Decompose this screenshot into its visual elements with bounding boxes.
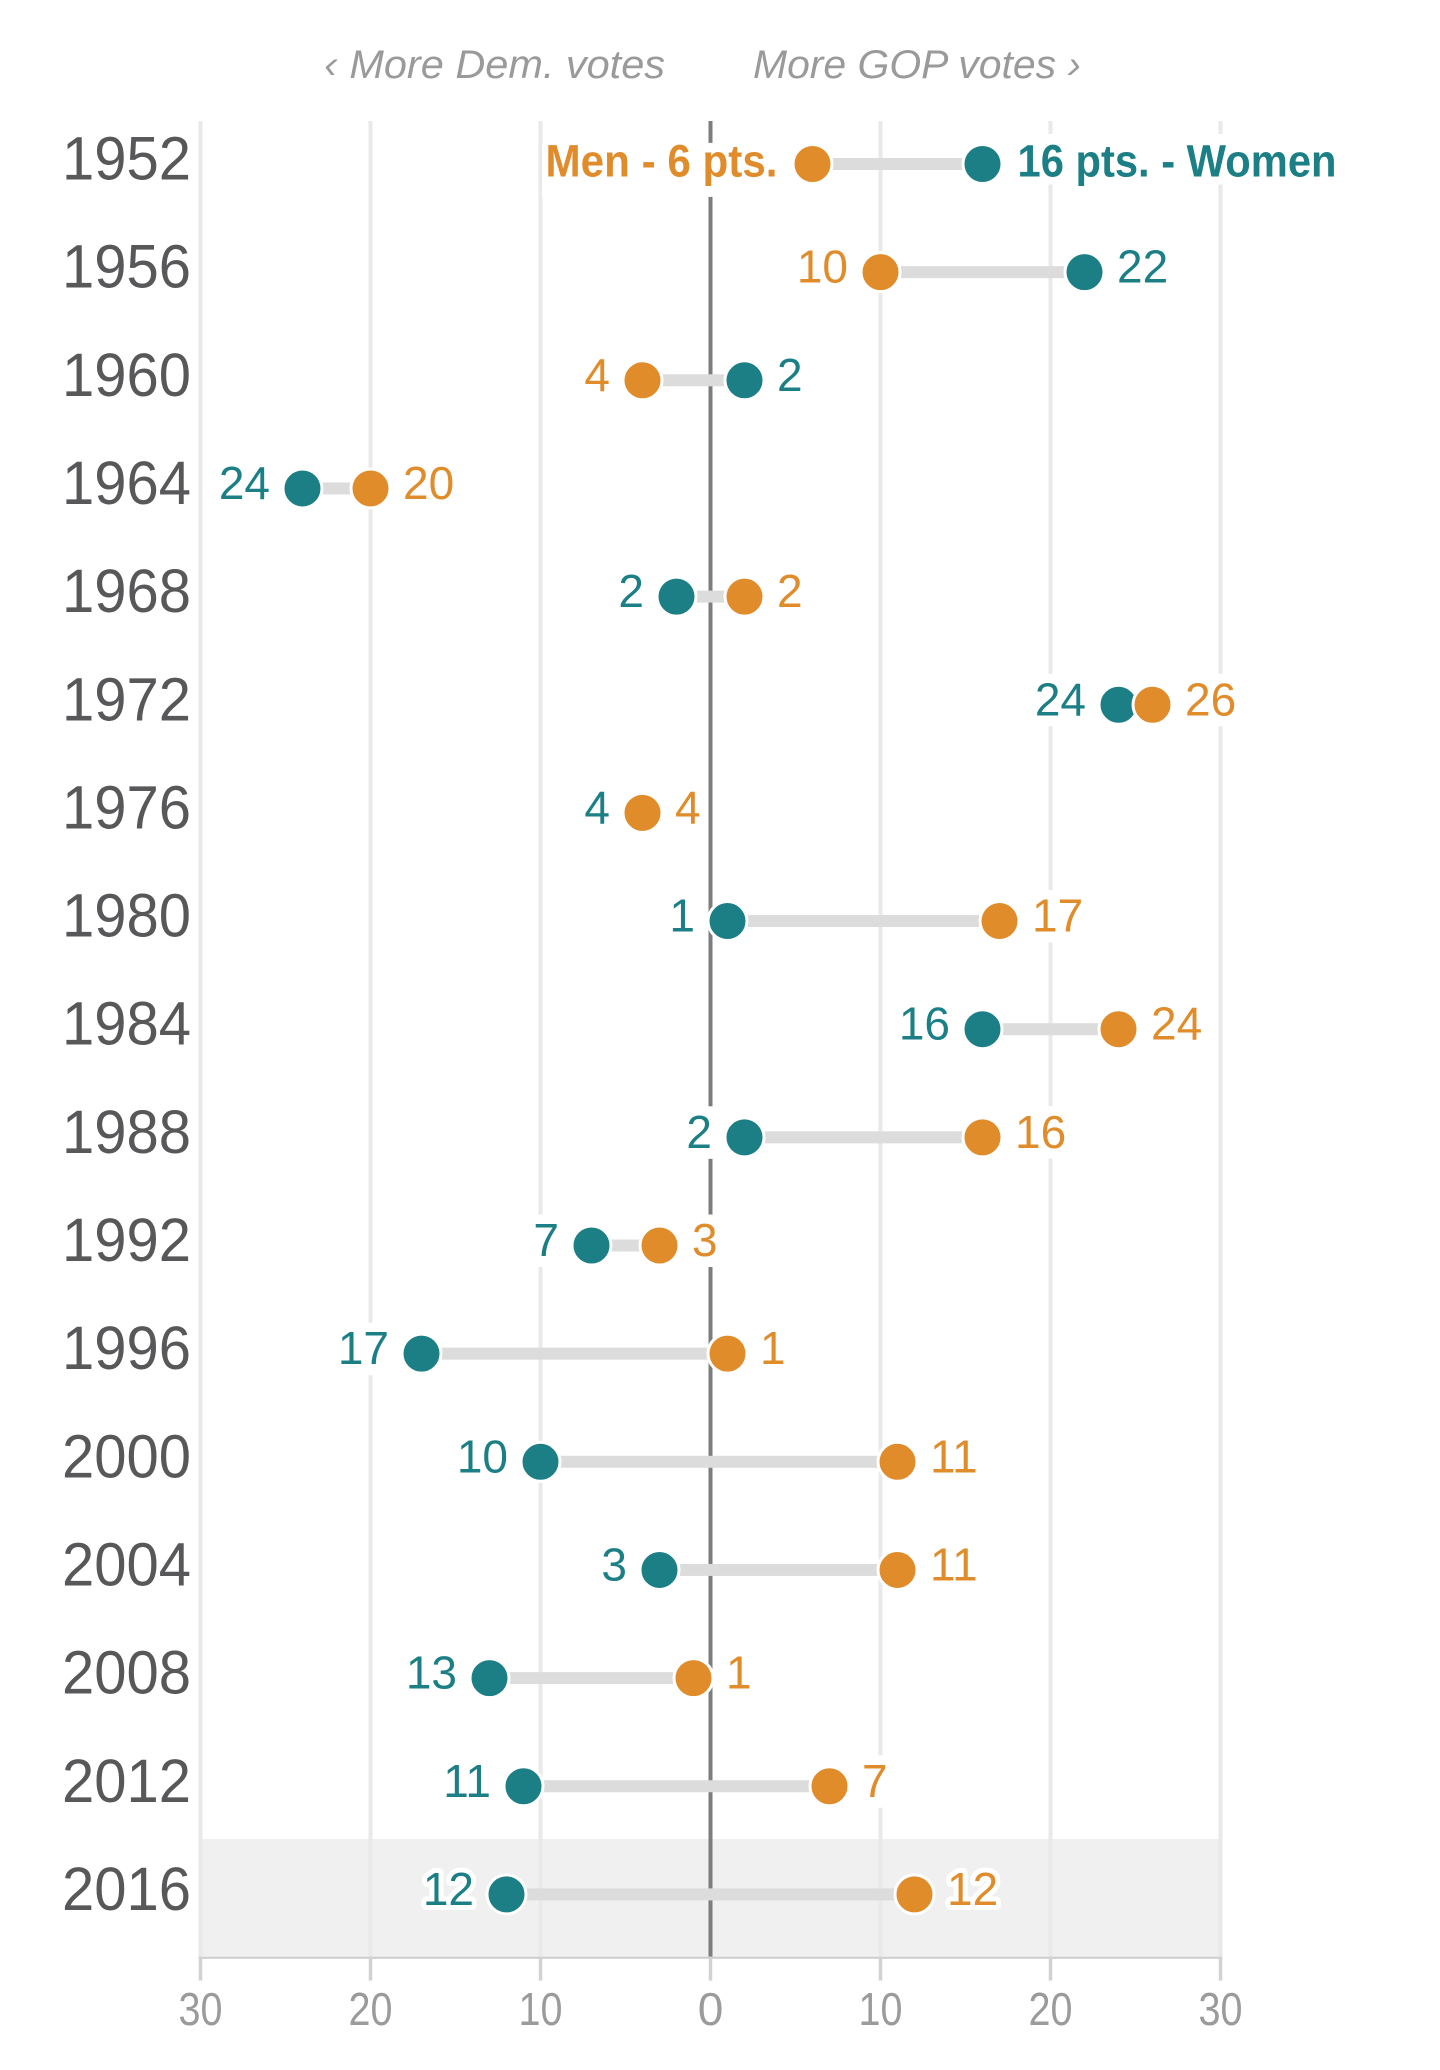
svg-text:1: 1 (760, 1322, 786, 1374)
svg-text:4: 4 (584, 349, 610, 401)
svg-text:12: 12 (423, 1863, 474, 1915)
svg-text:3: 3 (692, 1214, 718, 1266)
svg-text:1984: 1984 (62, 990, 191, 1058)
svg-text:2: 2 (777, 349, 803, 401)
svg-text:11: 11 (930, 1430, 978, 1482)
svg-text:2: 2 (686, 1106, 712, 1158)
svg-text:24: 24 (1151, 998, 1202, 1050)
svg-text:4: 4 (584, 781, 610, 833)
svg-text:26: 26 (1185, 673, 1236, 725)
svg-text:2008: 2008 (62, 1639, 191, 1707)
svg-text:1952: 1952 (62, 125, 191, 193)
svg-text:3: 3 (601, 1538, 627, 1590)
svg-text:Men - 6 pts.: Men - 6 pts. (546, 136, 778, 187)
svg-text:1956: 1956 (62, 233, 191, 301)
svg-text:2: 2 (777, 565, 803, 617)
svg-text:2012: 2012 (62, 1747, 191, 1815)
svg-text:1992: 1992 (62, 1206, 191, 1274)
svg-text:22: 22 (1117, 241, 1168, 293)
svg-text:30: 30 (179, 1983, 223, 2035)
svg-text:11: 11 (443, 1755, 491, 1807)
svg-text:1: 1 (726, 1647, 752, 1699)
svg-text:1980: 1980 (62, 882, 191, 950)
svg-text:7: 7 (862, 1755, 888, 1807)
svg-text:4: 4 (675, 781, 701, 833)
svg-text:10: 10 (797, 241, 848, 293)
svg-text:10: 10 (519, 1983, 563, 2035)
svg-text:30: 30 (1199, 1983, 1243, 2035)
svg-text:1960: 1960 (62, 341, 191, 409)
svg-text:11: 11 (930, 1538, 978, 1590)
svg-text:16 pts. - Women: 16 pts. - Women (1018, 136, 1337, 187)
svg-text:17: 17 (1032, 890, 1083, 942)
svg-text:0: 0 (698, 1983, 724, 2035)
svg-text:16: 16 (899, 998, 950, 1050)
svg-text:1: 1 (669, 890, 695, 942)
svg-text:24: 24 (1035, 673, 1086, 725)
svg-text:1996: 1996 (62, 1314, 191, 1382)
svg-text:7: 7 (533, 1214, 559, 1266)
svg-text:2000: 2000 (62, 1422, 191, 1490)
svg-text:20: 20 (349, 1983, 393, 2035)
svg-text:12: 12 (947, 1863, 998, 1915)
svg-text:20: 20 (403, 457, 454, 509)
svg-text:1968: 1968 (62, 557, 191, 625)
svg-text:20: 20 (1029, 1983, 1073, 2035)
svg-text:1988: 1988 (62, 1098, 191, 1166)
svg-text:1976: 1976 (62, 773, 191, 841)
svg-text:2016: 2016 (62, 1855, 191, 1923)
svg-text:10: 10 (859, 1983, 903, 2035)
svg-text:2: 2 (618, 565, 644, 617)
svg-text:More GOP votes ›: More GOP votes › (753, 43, 1081, 87)
svg-text:13: 13 (406, 1647, 457, 1699)
svg-text:10: 10 (457, 1430, 508, 1482)
svg-text:‹ More Dem. votes: ‹ More Dem. votes (324, 43, 665, 87)
svg-text:1972: 1972 (62, 665, 191, 733)
svg-text:16: 16 (1015, 1106, 1066, 1158)
svg-text:24: 24 (219, 457, 270, 509)
svg-text:2004: 2004 (62, 1530, 191, 1598)
svg-text:17: 17 (338, 1322, 389, 1374)
svg-text:1964: 1964 (62, 449, 191, 517)
